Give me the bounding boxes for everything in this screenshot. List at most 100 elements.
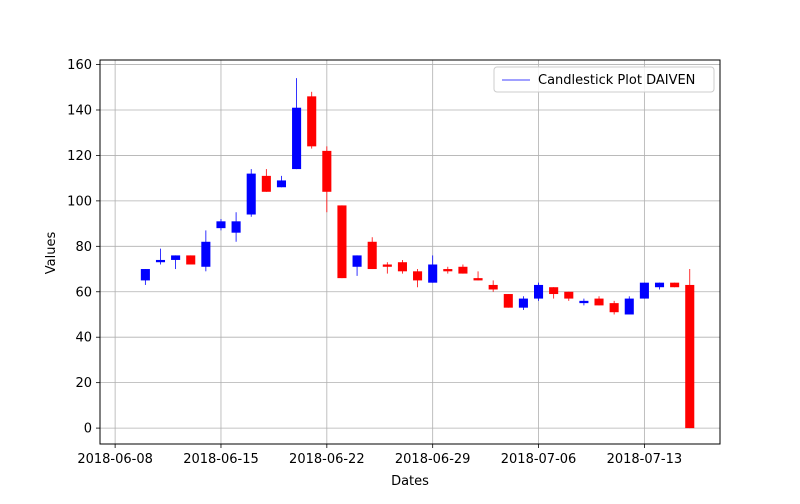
- candles: [140, 78, 695, 429]
- y-axis-label: Values: [44, 232, 59, 275]
- candle-2018-07-07: [549, 287, 559, 299]
- candle-body: [488, 284, 498, 290]
- candle-2018-06-13: [186, 255, 196, 265]
- candle-body: [518, 298, 528, 308]
- y-tick-label: 0: [84, 422, 92, 437]
- candle-2018-06-15: [216, 219, 226, 231]
- candle-2018-06-19: [276, 175, 286, 188]
- candle-2018-06-18: [261, 169, 271, 192]
- x-tick-label: 2018-06-08: [77, 452, 153, 467]
- candle-2018-07-10: [594, 296, 604, 306]
- candle-body: [397, 262, 407, 272]
- x-tick-label: 2018-07-06: [501, 452, 577, 467]
- candle-2018-07-05: [518, 296, 528, 310]
- candle-2018-06-30: [443, 266, 453, 274]
- candle-body: [639, 282, 649, 299]
- candle-body: [382, 264, 392, 267]
- candle-body: [292, 107, 302, 170]
- candle-body: [337, 205, 347, 279]
- x-tick-label: 2018-06-22: [289, 452, 365, 467]
- candle-body: [413, 271, 423, 281]
- candle-2018-07-11: [609, 300, 619, 315]
- candle-2018-07-02: [473, 271, 483, 281]
- x-tick-label: 2018-06-29: [395, 452, 471, 467]
- candle-body: [186, 255, 196, 265]
- candle-body: [428, 264, 438, 283]
- candle-2018-06-23: [337, 205, 347, 279]
- candle-body: [458, 266, 468, 274]
- candle-2018-06-25: [367, 237, 377, 270]
- candle-body: [246, 173, 256, 215]
- candle-body: [670, 282, 680, 288]
- candle-2018-06-11: [155, 248, 166, 265]
- legend: Candlestick Plot DAIVEN: [493, 66, 715, 93]
- candle-2018-07-01: [458, 264, 468, 274]
- y-tick-label: 80: [75, 240, 92, 255]
- candle-body: [654, 282, 665, 288]
- candle-2018-06-22: [322, 146, 332, 213]
- plot-area-frame: [99, 59, 721, 445]
- candle-body: [276, 180, 286, 188]
- legend-box: [493, 66, 715, 93]
- candle-2018-06-14: [201, 230, 211, 272]
- x-axis-label: Dates: [391, 474, 429, 489]
- candle-body: [322, 150, 332, 192]
- candle-2018-06-24: [352, 255, 362, 276]
- x-tick-label: 2018-06-15: [183, 452, 259, 467]
- candle-body: [503, 294, 513, 308]
- candle-2018-07-12: [624, 296, 634, 315]
- candle-body: [594, 298, 604, 306]
- y-tick-label: 140: [67, 103, 92, 118]
- candle-2018-06-27: [397, 259, 407, 274]
- candle-2018-07-15: [670, 282, 680, 288]
- candle-body: [624, 298, 634, 315]
- candle-body: [307, 96, 317, 147]
- candle-2018-06-20: [292, 78, 302, 170]
- candle-2018-06-26: [382, 262, 392, 274]
- y-tick-label: 40: [75, 331, 92, 346]
- legend-label: Candlestick Plot DAIVEN: [538, 73, 695, 88]
- y-tick-label: 160: [67, 58, 92, 73]
- candle-body: [549, 287, 559, 295]
- candle-body: [443, 269, 453, 272]
- x-tick-label: 2018-07-13: [607, 452, 683, 467]
- candle-body: [609, 303, 619, 313]
- candle-body: [261, 175, 271, 192]
- candle-2018-06-21: [307, 91, 317, 149]
- candle-2018-07-03: [488, 280, 498, 292]
- candle-body: [155, 259, 166, 263]
- candle-body: [564, 291, 574, 299]
- candle-body: [685, 284, 695, 429]
- candle-2018-07-06: [534, 282, 544, 301]
- candle-body: [473, 278, 483, 281]
- candle-body: [171, 255, 181, 260]
- candle-2018-06-29: [428, 255, 438, 283]
- candle-2018-07-16: [685, 269, 695, 429]
- candle-body: [367, 241, 377, 270]
- y-tick-label: 20: [75, 376, 92, 391]
- candle-body: [231, 221, 241, 233]
- candle-body: [216, 221, 226, 229]
- candle-body: [534, 284, 544, 299]
- candle-2018-07-13: [639, 282, 649, 299]
- y-tick-label: 120: [67, 149, 92, 164]
- candle-2018-07-14: [654, 282, 665, 290]
- candle-2018-07-04: [503, 294, 513, 308]
- candle-2018-06-10: [140, 269, 150, 285]
- candle-body: [579, 300, 589, 304]
- candle-2018-07-09: [579, 298, 589, 306]
- y-tick-label: 60: [75, 285, 92, 300]
- candle-body: [140, 269, 150, 281]
- axis-ticks: 0 20 40 60 80 100 120 140 160 2018-06-08 2018-06-1…: [67, 58, 682, 467]
- candle-2018-06-17: [246, 169, 256, 217]
- candle-2018-06-28: [413, 269, 423, 288]
- y-tick-label: 100: [67, 194, 92, 209]
- candle-body: [201, 241, 211, 267]
- candle-2018-07-08: [564, 291, 574, 301]
- candle-2018-06-12: [171, 255, 181, 270]
- grid-lines: [100, 60, 720, 444]
- candle-2018-06-16: [231, 212, 241, 242]
- candle-body: [352, 255, 362, 267]
